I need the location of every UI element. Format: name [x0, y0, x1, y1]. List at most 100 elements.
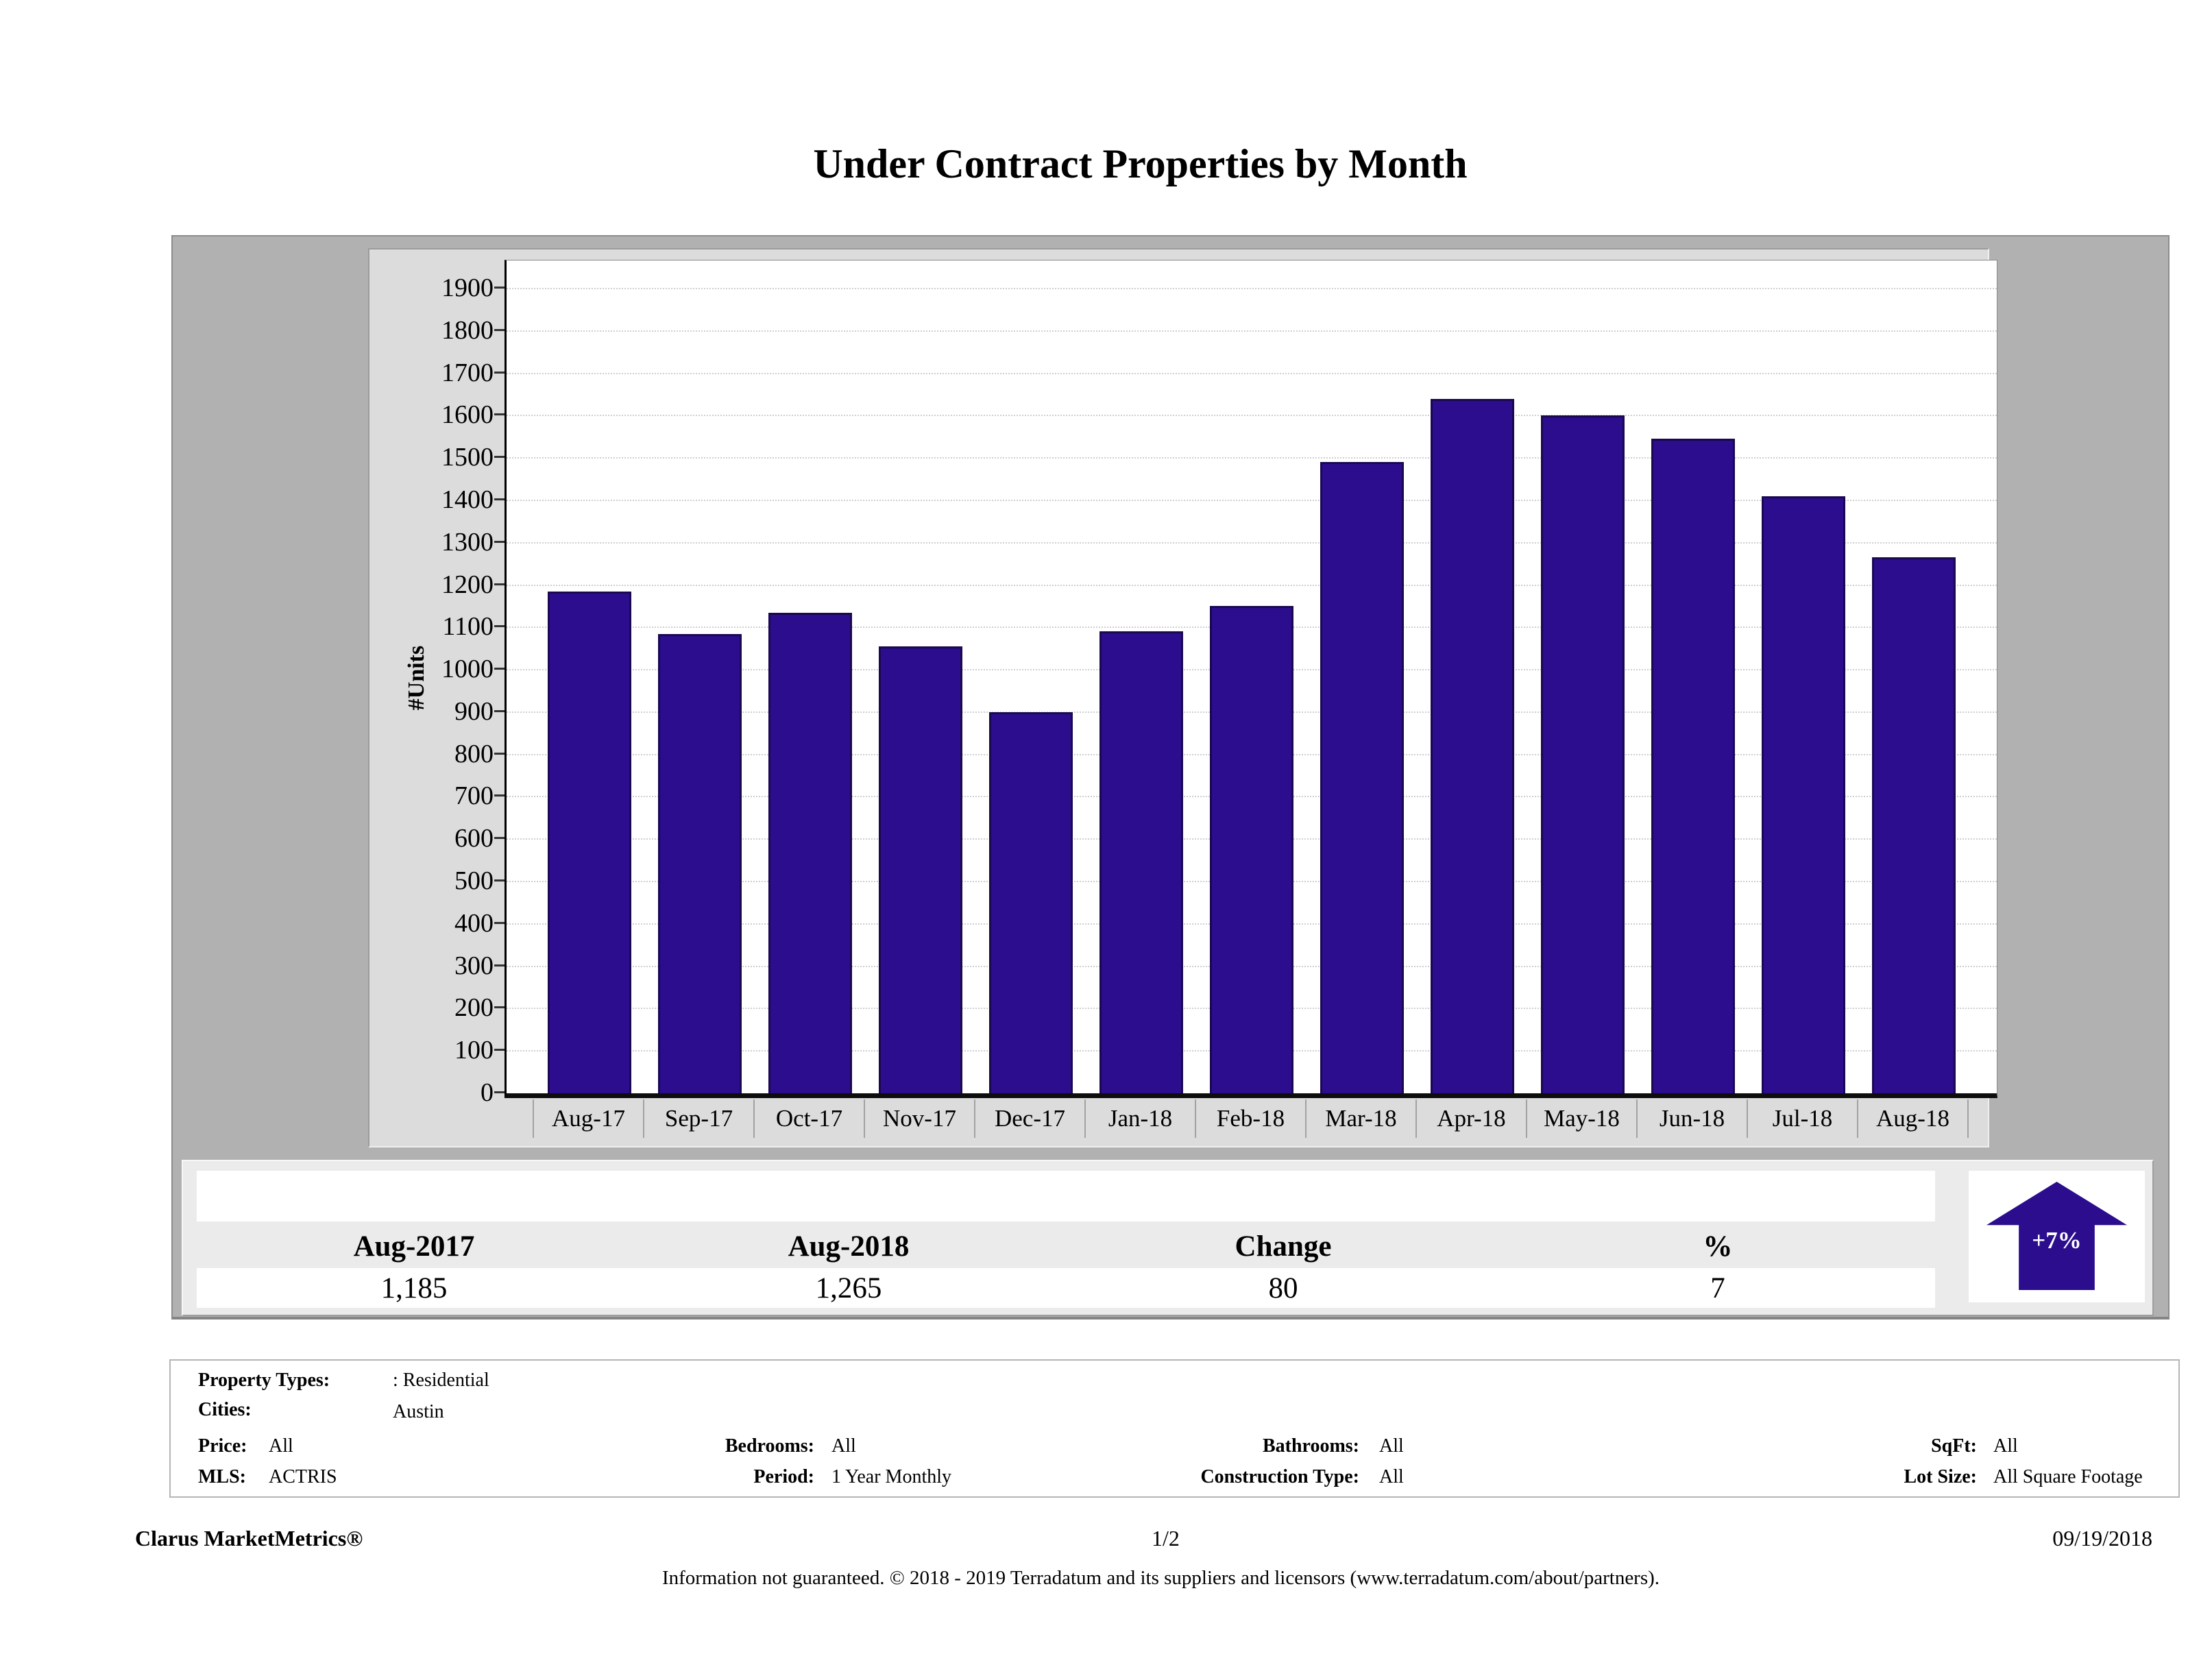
summary-value-row: 1,185 1,265 80 7 — [197, 1268, 1935, 1308]
y-tick-label-400: 400 — [454, 908, 494, 938]
y-tick-mark — [494, 287, 505, 289]
x-axis-label-feb-18: Feb-18 — [1196, 1099, 1306, 1138]
y-tick-mark — [494, 498, 505, 500]
sqft-value: All — [1993, 1435, 2018, 1457]
y-tick-label-800: 800 — [454, 739, 494, 768]
summary-header-aug-2018: Aug-2018 — [788, 1230, 910, 1263]
gridline-1800 — [507, 330, 1997, 332]
y-tick-label-1500: 1500 — [441, 443, 494, 472]
gridline-1600 — [507, 415, 1997, 417]
y-tick-mark — [494, 964, 505, 966]
price-value: All — [269, 1435, 293, 1457]
bar-jan-18 — [1099, 631, 1183, 1093]
y-tick-label-600: 600 — [454, 824, 494, 853]
bar-apr-18 — [1430, 399, 1514, 1093]
footer-brand: Clarus MarketMetrics® — [135, 1526, 363, 1551]
lot-size-label: Lot Size: — [1904, 1466, 1977, 1487]
change-badge-label: +7% — [2032, 1227, 2082, 1254]
bar-feb-18 — [1209, 606, 1293, 1093]
y-tick-label-1300: 1300 — [441, 527, 494, 557]
y-tick-label-1000: 1000 — [441, 655, 494, 684]
period-label: Period: — [753, 1466, 814, 1487]
x-axis-label-aug-17: Aug-17 — [534, 1099, 644, 1138]
x-axis-label-sep-17: Sep-17 — [644, 1099, 755, 1138]
summary-strip: Aug-2017 Aug-2018 Change % 1,185 1,265 8… — [182, 1160, 2154, 1316]
y-tick-mark — [494, 752, 505, 755]
y-tick-mark — [494, 1006, 505, 1009]
bedrooms-label: Bedrooms: — [725, 1435, 814, 1457]
mls-value: ACTRIS — [269, 1466, 337, 1487]
gridline-1900 — [507, 288, 1997, 289]
bar-slot-nov-17 — [865, 260, 975, 1093]
lot-size-value: All Square Footage — [1993, 1466, 2143, 1487]
x-axis-label-may-18: May-18 — [1527, 1099, 1638, 1138]
x-axis-label-nov-17: Nov-17 — [865, 1099, 975, 1138]
bar-slot-aug-18 — [1858, 260, 1969, 1093]
chart-panel: #Units 0 100 200 300 400 500 600 700 800 900 1000 1… — [368, 248, 1997, 1147]
construction-type-value: All — [1379, 1466, 1404, 1487]
summary-value-aug-2018: 1,265 — [815, 1272, 882, 1304]
y-tick-mark — [494, 625, 505, 628]
gridline-1300 — [507, 542, 1997, 544]
bedrooms-value: All — [831, 1435, 856, 1457]
bar-slot-jul-18 — [1748, 260, 1858, 1093]
bar-mar-18 — [1320, 462, 1404, 1093]
period-value: 1 Year Monthly — [831, 1466, 952, 1487]
bar-slot-may-18 — [1527, 260, 1638, 1093]
y-tick-label-200: 200 — [454, 993, 494, 1023]
x-axis-label-jan-18: Jan-18 — [1086, 1099, 1196, 1138]
y-tick-label-500: 500 — [454, 866, 494, 896]
footer-page-number: 1/2 — [1152, 1526, 1180, 1551]
summary-value-percent: 7 — [1710, 1272, 1725, 1304]
summary-header-row: Aug-2017 Aug-2018 Change % — [197, 1224, 1935, 1268]
y-tick-mark — [494, 837, 505, 840]
summary-header-aug-2017: Aug-2017 — [353, 1230, 475, 1263]
y-tick-mark — [494, 540, 505, 543]
bar-slot-apr-18 — [1417, 260, 1527, 1093]
y-tick-mark — [494, 668, 505, 670]
filter-criteria-box: Property Types: : Residential Cities: Au… — [169, 1359, 2180, 1498]
y-tick-mark — [494, 456, 505, 459]
bar-slot-dec-17 — [975, 260, 1086, 1093]
up-arrow-icon: +7% — [1986, 1182, 2127, 1290]
x-axis: Aug-17 Sep-17 Oct-17 Nov-17 Dec-17 Jan-18 Feb-… — [505, 1099, 1969, 1138]
y-tick-label-900: 900 — [454, 696, 494, 726]
footer-disclaimer: Information not guaranteed. © 2018 - 201… — [661, 1567, 1660, 1589]
summary-header-percent: % — [1703, 1230, 1733, 1263]
cities-value: Austin — [393, 1401, 444, 1422]
x-axis-label-mar-18: Mar-18 — [1306, 1099, 1417, 1138]
bar-jun-18 — [1651, 439, 1735, 1093]
plot-area — [505, 260, 1997, 1098]
y-tick-label-1700: 1700 — [441, 358, 494, 387]
cities-label: Cities: — [198, 1399, 252, 1420]
gridline-1200 — [507, 584, 1997, 586]
x-axis-label-oct-17: Oct-17 — [755, 1099, 865, 1138]
bar-aug-17 — [547, 592, 631, 1093]
gridline-1700 — [507, 372, 1997, 374]
property-types-value: : Residential — [393, 1370, 489, 1391]
bar-nov-17 — [878, 646, 962, 1093]
x-axis-lead-tick — [505, 1099, 534, 1138]
bar-may-18 — [1540, 415, 1625, 1093]
y-tick-label-1400: 1400 — [441, 485, 494, 514]
bar-slot-oct-17 — [755, 260, 865, 1093]
y-tick-label-1900: 1900 — [441, 273, 494, 302]
y-tick-mark — [494, 1091, 505, 1093]
x-axis-label-apr-18: Apr-18 — [1417, 1099, 1527, 1138]
bathrooms-value: All — [1379, 1435, 1404, 1457]
x-axis-label-aug-18: Aug-18 — [1858, 1099, 1969, 1138]
y-tick-label-100: 100 — [454, 1036, 494, 1065]
bar-slot-mar-18 — [1306, 260, 1417, 1093]
y-tick-label-1800: 1800 — [441, 315, 494, 345]
summary-table: Aug-2017 Aug-2018 Change % 1,185 1,265 8… — [197, 1171, 1935, 1308]
y-tick-mark — [494, 583, 505, 585]
y-tick-mark — [494, 328, 505, 331]
bar-dec-17 — [988, 712, 1073, 1093]
summary-value-change: 80 — [1268, 1272, 1298, 1304]
bar-slot-aug-17 — [534, 260, 644, 1093]
y-tick-label-1200: 1200 — [441, 570, 494, 599]
property-types-label: Property Types: — [198, 1370, 330, 1391]
x-axis-label-jun-18: Jun-18 — [1638, 1099, 1748, 1138]
y-tick-mark — [494, 413, 505, 416]
y-tick-mark — [494, 1049, 505, 1051]
